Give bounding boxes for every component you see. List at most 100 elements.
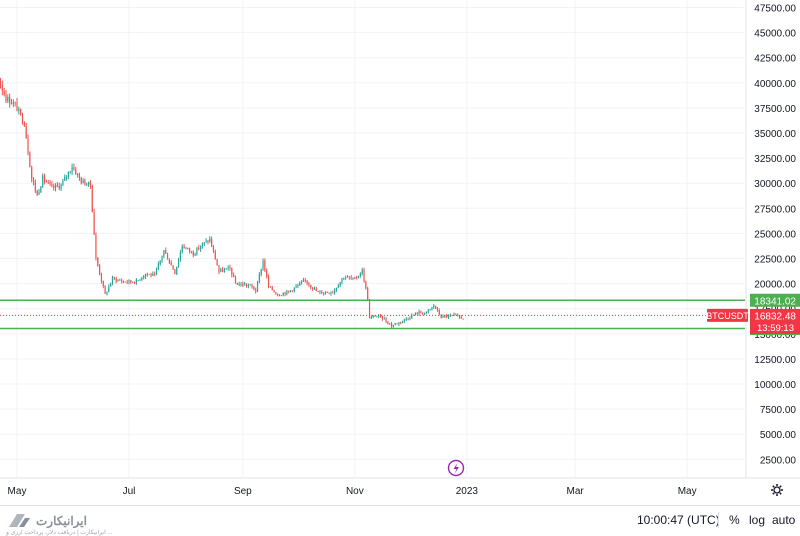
x-tick-label: Sep: [234, 486, 252, 497]
candle-body: [176, 266, 178, 275]
x-tick-label: Jul: [123, 486, 136, 497]
candle-body: [245, 284, 248, 286]
candle-body: [163, 250, 165, 257]
candle-body: [31, 167, 33, 179]
y-tick-label: 7500.00: [760, 405, 797, 416]
candle-body: [367, 288, 369, 300]
candle-body: [159, 260, 161, 265]
candle-body: [357, 276, 360, 279]
candle-body: [255, 289, 257, 292]
candle-body: [282, 293, 284, 296]
candle-body: [76, 174, 79, 175]
current-price-label-bg: [750, 308, 800, 334]
bottom-toolbar: ایرانیکارت ایرانیکارت | دریافت دلار، پرد…: [0, 505, 800, 536]
candle-body: [348, 276, 350, 278]
x-tick-label: 2023: [456, 486, 479, 497]
candle-body: [376, 316, 378, 318]
y-tick-label: 30000.00: [754, 179, 796, 190]
candle-body: [34, 182, 36, 191]
candle-body: [9, 97, 11, 104]
horizontal-lines[interactable]: [0, 299, 745, 330]
candle-body: [216, 259, 218, 266]
candle-body: [51, 184, 53, 186]
candle-body: [3, 90, 5, 95]
candle-body: [438, 310, 440, 315]
candle-body: [295, 286, 297, 288]
candle-body: [442, 315, 444, 318]
candle-body: [240, 283, 242, 285]
horizontal-line-label: 18341.02: [754, 296, 796, 307]
candle-body: [332, 292, 334, 294]
candle-body: [71, 167, 73, 172]
candle-body: [135, 280, 137, 284]
percent-toggle[interactable]: %: [729, 513, 740, 527]
gear-icon[interactable]: [771, 484, 783, 496]
log-toggle[interactable]: log: [749, 513, 766, 527]
candle-body: [260, 269, 262, 275]
candle-body: [126, 282, 128, 283]
candle-body: [192, 251, 194, 256]
candle-body: [379, 315, 382, 317]
candle-body: [203, 242, 205, 244]
candle-body: [405, 318, 407, 320]
y-tick-label: 47500.00: [754, 4, 796, 15]
candle-body: [187, 247, 189, 249]
x-axis[interactable]: May Jul Sep Nov 2023 Mar May: [0, 477, 800, 497]
y-tick-label: 37500.00: [754, 104, 796, 115]
candle-body: [390, 323, 393, 327]
divider: [718, 512, 719, 528]
candle-body: [222, 269, 224, 272]
candle-body: [47, 182, 49, 184]
candle-body: [7, 97, 9, 102]
candle-body: [78, 174, 81, 178]
candle-body: [155, 269, 158, 274]
candle-body: [308, 283, 310, 286]
symbol-badge-bg: [707, 308, 748, 322]
candle-body: [209, 238, 211, 242]
candle-body: [212, 246, 215, 252]
candle-body: [319, 291, 321, 293]
candle-body: [91, 185, 93, 212]
chart-svg[interactable]: 47500.00 45000.00 42500.00 40000.00 37500.00…: [0, 0, 800, 505]
candle-body: [425, 311, 428, 313]
candle-body: [440, 314, 442, 318]
candle-body: [297, 285, 299, 287]
candle-body: [451, 315, 453, 316]
chart-area[interactable]: 47500.00 45000.00 42500.00 40000.00 37500.00…: [0, 0, 800, 505]
y-tick-label: 25000.00: [754, 229, 796, 240]
candle-body: [106, 291, 108, 294]
utc-clock: 10:00:47 (UTC): [637, 513, 720, 527]
candle-body: [343, 278, 345, 279]
candle-body: [363, 269, 365, 282]
lightning-icon[interactable]: [447, 459, 465, 477]
auto-toggle[interactable]: auto: [772, 513, 796, 527]
candle-body: [64, 177, 66, 181]
candle-body: [194, 253, 196, 256]
x-tick-label: May: [678, 486, 697, 497]
logo: ایرانیکارت: [6, 510, 87, 532]
candle-body: [58, 185, 60, 189]
candle-body: [247, 285, 249, 287]
candle-body: [170, 262, 172, 266]
candle-body: [69, 171, 71, 173]
candle-body: [330, 292, 332, 294]
y-axis[interactable]: 47500.00 45000.00 42500.00 40000.00 37500.00…: [745, 0, 797, 478]
candle-body: [196, 247, 198, 254]
candle-body: [396, 323, 398, 325]
candle-body: [374, 315, 376, 317]
candle-body: [5, 94, 7, 102]
iranicard-logo-icon: [9, 514, 30, 527]
candle-body: [412, 314, 415, 316]
candle-body: [275, 292, 277, 295]
candle-body: [227, 267, 229, 269]
candle-body: [36, 190, 38, 195]
candle-body: [289, 290, 292, 292]
candle-body: [249, 284, 251, 286]
candle-body: [133, 282, 136, 284]
candle-body: [359, 273, 361, 277]
candle-body: [113, 277, 115, 279]
candle-body: [418, 311, 420, 314]
candle-body: [253, 286, 255, 290]
candle-body: [335, 287, 338, 290]
candle-body: [108, 286, 110, 292]
